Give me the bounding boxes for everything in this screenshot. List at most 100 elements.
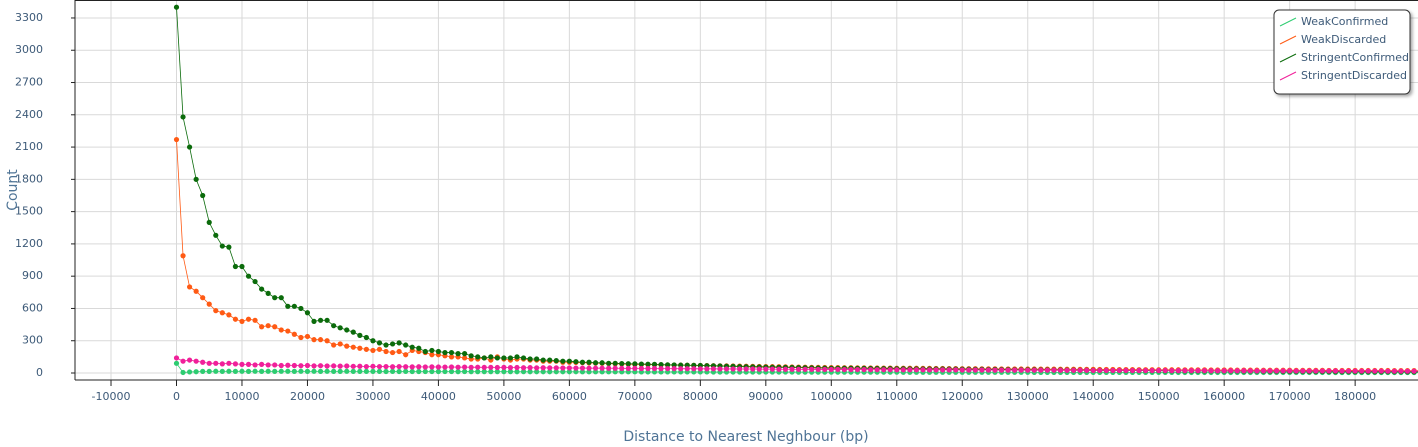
data-point [494,364,500,371]
data-point [1254,368,1260,374]
data-point [324,363,330,369]
data-point [206,219,212,225]
data-point [776,366,782,372]
data-point [966,367,972,373]
data-point [1404,368,1411,374]
data-point [285,362,291,368]
legend-box [1273,9,1411,95]
data-point [953,367,959,373]
data-point [226,244,232,250]
data-point [959,367,965,373]
data-point [612,365,618,371]
data-point [272,324,278,330]
data-point [435,348,442,355]
data-point [304,362,311,369]
data-point [592,369,599,375]
data-point [344,363,350,369]
data-point [782,366,789,372]
data-point [1116,367,1123,374]
data-point [619,360,625,367]
data-point [579,359,586,365]
data-point [331,363,337,369]
data-point [259,324,265,330]
x-tick-label: 50000 [486,390,521,403]
data-point [206,301,212,307]
data-point [488,364,494,370]
data-point [265,368,271,374]
data-point [1051,367,1057,373]
data-point [180,369,186,376]
data-point [514,364,520,371]
data-point [383,368,389,375]
data-point [462,364,468,370]
data-point [317,368,324,374]
x-tick-label: 150000 [1138,390,1180,403]
data-point [769,366,775,372]
data-point [1044,367,1050,373]
data-point [1228,368,1234,374]
data-point [442,349,448,356]
data-point [193,369,199,375]
data-point [324,338,330,344]
data-point [350,329,356,335]
data-point [1103,367,1109,374]
data-point [383,363,389,370]
data-point [599,369,605,375]
y-axis-title: Count [5,169,21,211]
legend-swatch [1279,17,1297,27]
data-point [422,364,428,370]
data-point [1208,368,1214,374]
data-point [664,365,671,372]
legend: WeakConfirmed WeakDiscarded StringentConfi… [1273,9,1411,95]
data-point [252,368,258,374]
data-point [363,334,369,341]
y-tick-label: 2700 [15,76,43,89]
data-point [514,354,520,360]
data-point [278,295,284,301]
data-point [462,351,468,357]
data-point [376,368,383,374]
data-point [940,367,946,373]
data-point [566,358,572,364]
data-point [337,368,343,374]
legend-label: StringentDiscarded [1301,69,1407,82]
data-point [239,361,245,367]
data-point [455,369,461,375]
legend-label: WeakConfirmed [1301,15,1388,28]
data-point [678,366,684,372]
data-point [1234,368,1240,374]
data-point [1280,368,1286,374]
data-point [298,334,304,341]
data-point [1149,367,1155,374]
data-point [1352,368,1358,374]
x-tick-label: 130000 [1007,390,1049,403]
data-point [527,365,533,371]
data-point [442,368,448,375]
data-point [226,368,232,374]
data-point [494,355,500,361]
data-point [1057,367,1064,373]
data-point [226,312,232,318]
legend-label: WeakDiscarded [1301,33,1386,46]
y-tick-label: 900 [22,269,43,282]
data-point [357,345,363,351]
data-point [1136,367,1142,374]
data-point [468,369,474,375]
y-tick-label: 2400 [15,108,43,121]
data-point [403,342,409,348]
data-point [488,369,494,375]
data-point [448,354,455,360]
data-point [180,114,186,120]
data-point [553,358,559,364]
data-point [219,361,225,367]
data-point [376,363,383,370]
legend-swatch [1279,35,1297,45]
data-point [219,368,225,374]
data-point [1326,368,1332,374]
data-point [317,363,324,369]
data-point [723,366,730,372]
data-point [226,360,232,366]
data-point [586,369,592,375]
data-point [1313,368,1319,374]
data-point [291,368,297,374]
